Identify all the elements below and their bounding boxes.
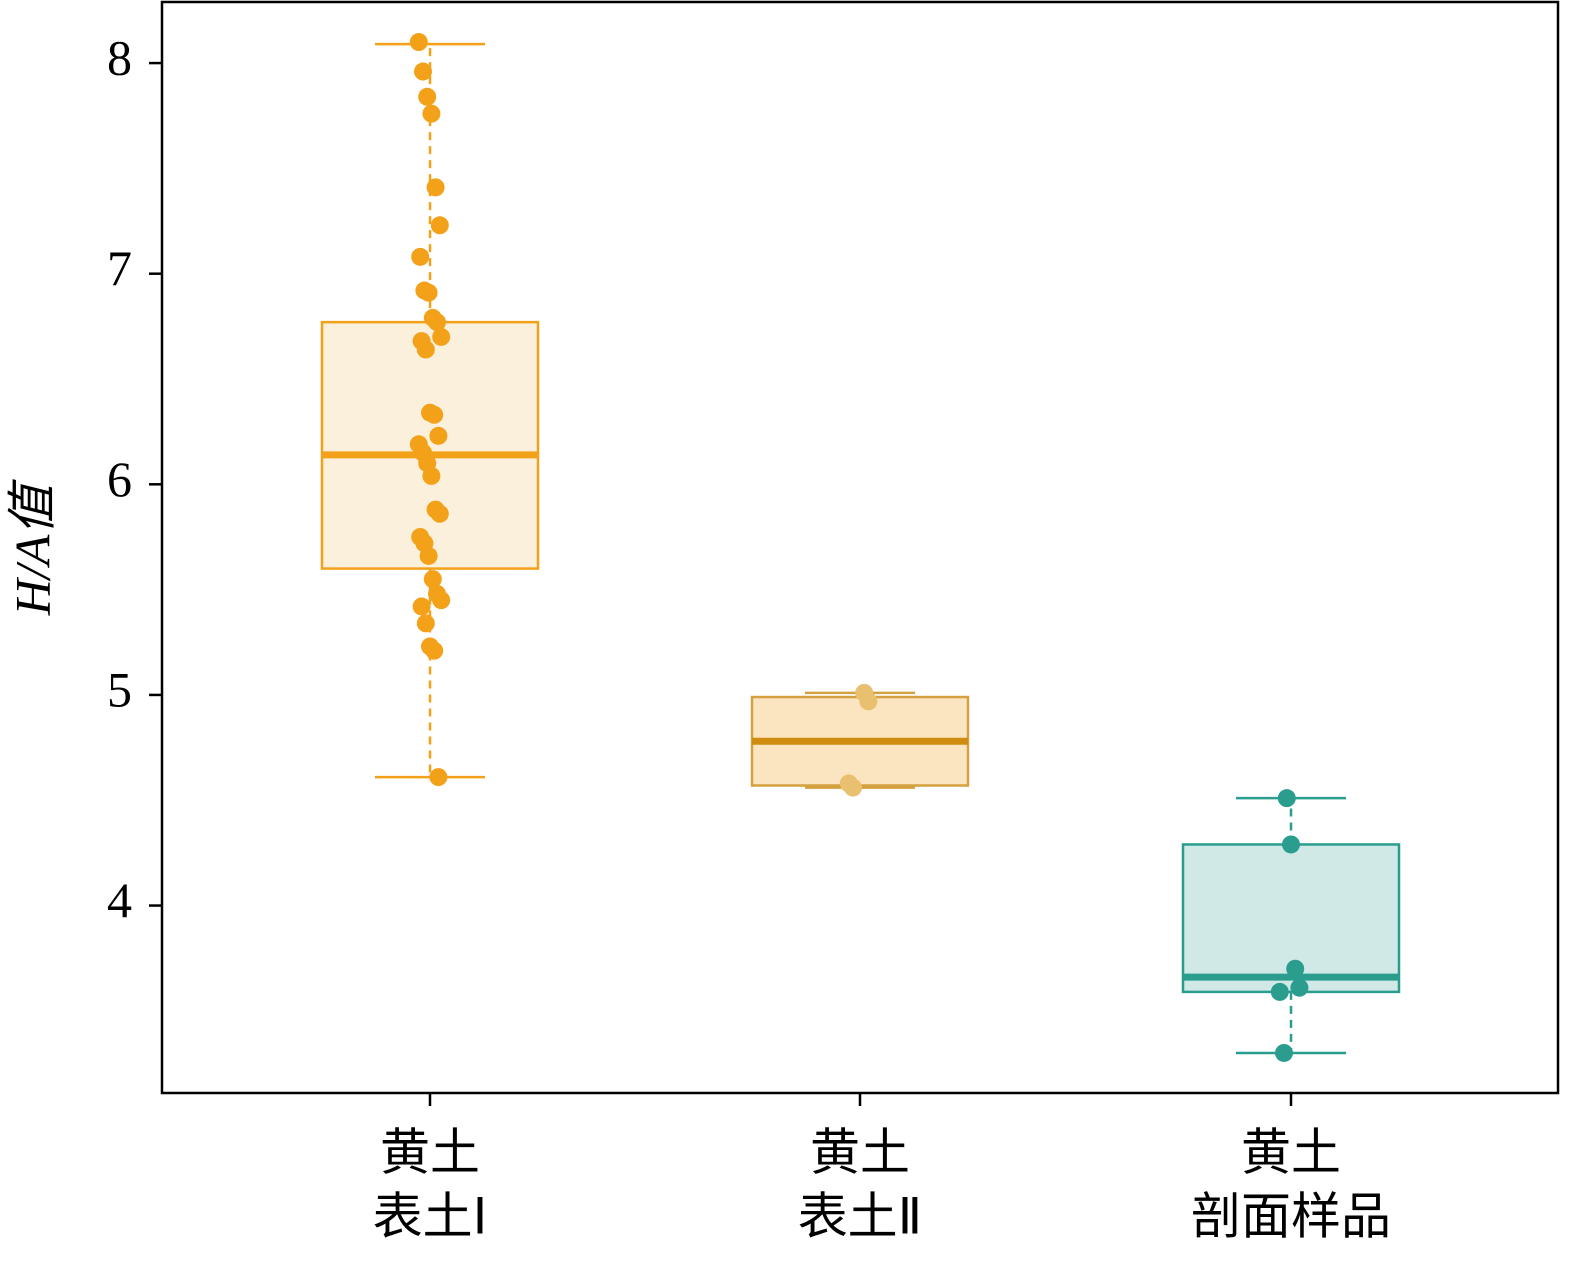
- x-tick-label: 黄土: [810, 1124, 910, 1180]
- data-point: [419, 546, 438, 565]
- data-point: [1270, 982, 1289, 1001]
- data-point: [428, 313, 446, 332]
- data-point: [1277, 789, 1296, 808]
- data-point: [423, 570, 442, 589]
- data-point: [1290, 978, 1309, 997]
- data-point: [844, 778, 862, 797]
- box: [320, 320, 540, 570]
- x-tick-label: 剖面样品: [1191, 1188, 1391, 1244]
- y-axis-label: H/A值: [4, 479, 60, 617]
- data-point: [419, 283, 438, 302]
- data-point: [411, 247, 430, 266]
- x-tick-label: 表土Ⅰ: [373, 1188, 488, 1244]
- y-tick-label: 4: [107, 872, 132, 928]
- data-point: [426, 178, 445, 197]
- data-point: [429, 768, 448, 787]
- y-tick-label: 7: [107, 240, 132, 296]
- data-point: [432, 327, 451, 346]
- data-point: [418, 87, 437, 106]
- data-point: [430, 504, 449, 523]
- data-point: [1275, 1043, 1293, 1062]
- data-point: [425, 405, 444, 424]
- data-point: [425, 641, 444, 660]
- data-point: [859, 692, 878, 711]
- y-tick-label: 6: [107, 451, 132, 507]
- data-point: [422, 104, 441, 123]
- data-point: [429, 426, 448, 445]
- data-point: [1282, 835, 1300, 854]
- data-point: [416, 614, 435, 633]
- y-tick-label: 5: [107, 661, 132, 717]
- y-tick-label: 8: [107, 30, 132, 86]
- data-point: [409, 33, 428, 52]
- data-point: [1286, 959, 1305, 978]
- x-tick-label: 黄土: [1241, 1124, 1341, 1180]
- data-point: [412, 597, 431, 616]
- data-point: [432, 591, 451, 610]
- x-tick-label: 表土Ⅱ: [798, 1188, 923, 1244]
- data-point: [430, 216, 449, 235]
- data-point: [422, 466, 441, 485]
- data-point: [416, 340, 435, 359]
- data-point: [414, 62, 432, 81]
- x-tick-label: 黄土: [380, 1124, 480, 1180]
